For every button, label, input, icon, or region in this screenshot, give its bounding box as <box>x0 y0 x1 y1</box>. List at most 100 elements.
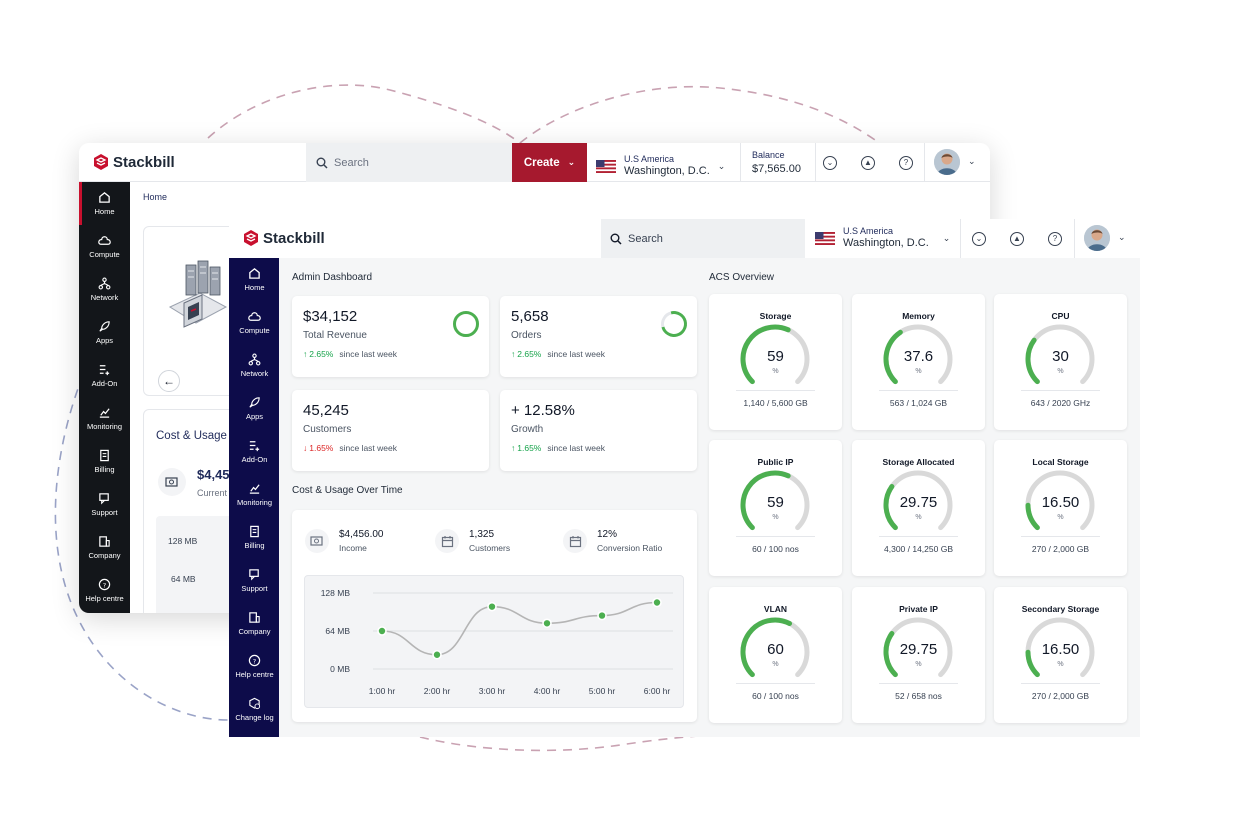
sidebar-label: Home <box>244 283 265 292</box>
sidebar-item-home[interactable]: Home <box>79 182 130 225</box>
balance-value: $7,565.00 <box>752 162 801 175</box>
notification-icon[interactable]: ▲ <box>1010 232 1024 246</box>
acs-footer: 60 / 100 nos <box>752 691 799 701</box>
gauge <box>883 324 953 385</box>
front-window: Stackbill Search U.S America Washington, … <box>229 219 1140 737</box>
sidebar-label: Network <box>240 369 269 378</box>
acs-card-vlan: VLAN 60% 60 / 100 nos <box>709 587 842 723</box>
acs-unit: % <box>915 661 922 668</box>
create-button[interactable]: Create ⌄ <box>512 143 587 182</box>
y-tick: 64 MB <box>171 574 196 584</box>
sidebar-item-compute[interactable]: Compute <box>79 225 130 268</box>
sidebar-label: Compute <box>89 250 120 259</box>
rocket-icon <box>99 321 110 332</box>
chevron-circle-icon[interactable]: ⌄ <box>823 156 837 170</box>
sidebar-item-apps[interactable]: Apps <box>229 387 280 430</box>
arrow-up-icon: ↑ <box>511 349 516 359</box>
home-icon <box>99 192 110 203</box>
sidebar-item-help-centre[interactable]: ? Help centre <box>229 645 280 688</box>
acs-name: VLAN <box>763 604 788 614</box>
home-icon <box>249 268 260 279</box>
create-label: Create <box>523 156 560 169</box>
search-input[interactable]: Search <box>306 143 512 182</box>
sidebar-item-monitoring[interactable]: Monitoring <box>79 397 130 440</box>
sidebar-item-home[interactable]: Home <box>229 258 280 301</box>
acs-name: Memory <box>902 311 935 321</box>
notification-icon[interactable]: ▲ <box>861 156 875 170</box>
data-point <box>597 610 607 621</box>
sidebar-item-compute[interactable]: Compute <box>229 301 280 344</box>
search-input[interactable]: Search <box>601 219 805 258</box>
location-selector[interactable]: U.S America Washington, D.C. ⌄ <box>815 226 950 251</box>
change-log-icon <box>249 697 261 710</box>
arrow-down-icon: ↓ <box>303 443 308 453</box>
acs-footer: 52 / 658 nos <box>895 691 942 701</box>
sidebar-item-billing[interactable]: Billing <box>229 516 280 559</box>
sidebar-item-add-on[interactable]: Add-On <box>229 430 280 473</box>
chevron-down-icon[interactable]: ⌄ <box>968 156 976 166</box>
kpi-note: since last week <box>547 349 605 359</box>
back-topbar: Stackbill Search Create ⌄ U.S America Was… <box>79 143 990 182</box>
x-tick-label: 6:00 hr <box>644 686 671 696</box>
cloud-icon <box>98 236 111 245</box>
stat-label: Conversion Ratio <box>597 543 663 553</box>
sidebar-item-monitoring[interactable]: Monitoring <box>229 473 280 516</box>
sidebar-item-support[interactable]: Support <box>79 483 130 526</box>
divider <box>879 536 958 537</box>
money-icon <box>158 468 186 496</box>
divider <box>879 683 958 684</box>
sidebar-item-network[interactable]: Network <box>229 344 280 387</box>
avatar[interactable] <box>1084 225 1110 251</box>
help-icon[interactable]: ? <box>1048 232 1062 246</box>
acs-footer: 643 / 2020 GHz <box>1030 398 1091 408</box>
divider <box>879 390 958 391</box>
gauge <box>740 617 810 678</box>
sidebar-item-billing[interactable]: Billing <box>79 440 130 483</box>
server-illustration-icon <box>168 260 228 328</box>
back-arrow-icon[interactable]: ← <box>158 370 180 392</box>
stackbill-logo-icon <box>244 230 258 246</box>
gauge <box>740 470 810 531</box>
breadcrumb[interactable]: Home <box>143 192 168 202</box>
chevron-circle-icon[interactable]: ⌄ <box>972 232 986 246</box>
help-icon[interactable]: ? <box>899 156 913 170</box>
sidebar-label: Help centre <box>235 670 274 679</box>
sidebar-label: Support <box>91 508 118 517</box>
kpi-delta-value: 2.65% <box>517 349 542 359</box>
sidebar-label: Add-On <box>91 379 118 388</box>
sidebar-item-company[interactable]: Company <box>79 526 130 569</box>
data-point <box>377 626 387 636</box>
divider <box>736 536 815 537</box>
chevron-down-icon: ⌄ <box>942 233 951 243</box>
location-selector[interactable]: U.S America Washington, D.C. ⌄ <box>596 154 725 179</box>
cloud-icon <box>248 312 261 321</box>
balance-label: Balance <box>752 150 785 160</box>
x-tick-label: 3:00 hr <box>479 686 506 696</box>
y-tick: 128 MB <box>168 536 198 546</box>
stackbill-logo[interactable]: Stackbill <box>242 229 325 247</box>
stackbill-logo[interactable]: Stackbill <box>92 153 175 171</box>
sidebar-item-change-log[interactable]: Change log <box>229 688 280 731</box>
sidebar-item-network[interactable]: Network <box>79 268 130 311</box>
sidebar-item-company[interactable]: Company <box>229 602 280 645</box>
kpi-label: Customers <box>303 424 352 435</box>
income-amount: $4,45 <box>197 467 230 482</box>
gauge <box>1025 617 1095 678</box>
sidebar-item-apps[interactable]: Apps <box>79 311 130 354</box>
sidebar-item-support[interactable]: Support <box>229 559 280 602</box>
location-city: Washington, D.C. <box>843 237 929 250</box>
search-placeholder: Search <box>628 232 663 245</box>
kpi-delta-value: 1.65% <box>517 443 542 453</box>
sidebar-item-help-centre[interactable]: ? Help centre <box>79 569 130 612</box>
sidebar-item-add-on[interactable]: Add-On <box>79 354 130 397</box>
x-tick-label: 2:00 hr <box>424 686 451 696</box>
chevron-down-icon[interactable]: ⌄ <box>1118 232 1126 242</box>
gauge-fill <box>1025 337 1040 385</box>
acs-name: Public IP <box>757 457 794 467</box>
kpi-value: $34,152 <box>303 308 358 325</box>
admin-dashboard-title: Admin Dashboard <box>292 272 373 283</box>
acs-footer: 1,140 / 5,600 GB <box>743 398 808 408</box>
avatar[interactable] <box>934 149 960 175</box>
balance-display: Balance $7,565.00 <box>740 143 816 182</box>
add-list-icon <box>249 441 260 452</box>
